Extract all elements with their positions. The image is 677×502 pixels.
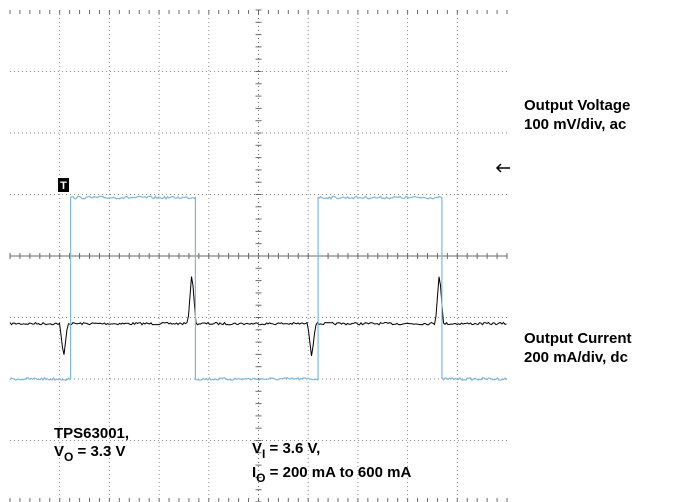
device-annotation: TPS63001, VO = 3.3 V — [54, 425, 130, 464]
output-voltage-trace — [9, 276, 507, 357]
current-channel-scale: 200 mA/div, dc — [524, 349, 628, 366]
input-voltage-setting: VI = 3.6 V, — [252, 440, 321, 461]
current-channel-label: Output Current 200 mA/div, dc — [524, 329, 631, 367]
trigger-marker: T — [58, 178, 69, 192]
voltage-channel-name: Output Voltage — [524, 97, 631, 114]
ground-arrow-icon — [495, 163, 510, 173]
scope-grid — [9, 9, 508, 502]
load-current-setting: IO = 200 mA to 600 mA — [252, 464, 412, 485]
voltage-channel-scale: 100 mV/div, ac — [524, 116, 627, 133]
current-channel-name: Output Current — [524, 330, 632, 347]
output-voltage-setting: VO = 3.3 V — [54, 443, 126, 464]
device-name: TPS63001, — [54, 425, 130, 442]
scope-traces — [9, 195, 507, 382]
voltage-channel-label: Output Voltage 100 mV/div, ac — [524, 96, 630, 134]
output-current-trace — [9, 195, 507, 382]
conditions-annotation: VI = 3.6 V, IO = 200 mA to 600 mA — [252, 440, 412, 485]
trigger-marker-label: T — [60, 180, 67, 192]
